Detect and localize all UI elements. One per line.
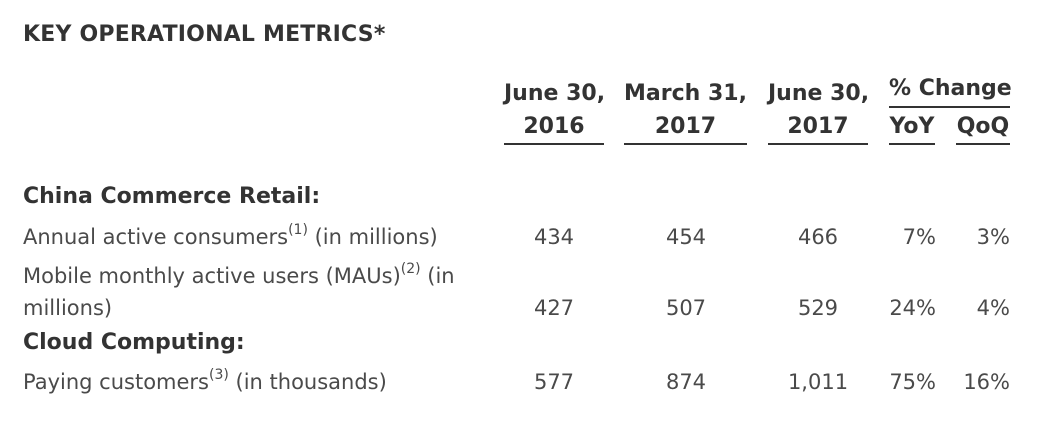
row-label-mobile-maus: Mobile monthly active users (MAUs)(2) (i… [23, 260, 455, 295]
table-cell: 577 [533, 370, 575, 394]
row-label-text: Annual active consumers [23, 225, 289, 249]
table-cell: 466 [797, 225, 839, 249]
table-cell: 529 [797, 296, 839, 320]
table-cell: 1,011 [787, 370, 849, 394]
row-label-text: Paying customers [23, 370, 209, 394]
header-qoq: QoQ [956, 110, 1010, 145]
footnote-marker: (1) [288, 222, 308, 238]
table-cell: 454 [665, 225, 707, 249]
header-underline [956, 143, 1010, 145]
header-june-2016-line2: 2016 [523, 114, 585, 139]
header-march-2017: March 31, 2017 [624, 77, 747, 145]
footnote-marker: (3) [209, 367, 229, 383]
header-qoq-label: QoQ [956, 114, 1010, 139]
row-label-text: Mobile monthly active users (MAUs) [23, 264, 401, 288]
row-label-suffix: (in millions) [307, 225, 438, 249]
header-yoy-label: YoY [889, 114, 935, 139]
header-underline [889, 106, 1010, 108]
table-cell: 507 [665, 296, 707, 320]
header-underline [624, 143, 747, 145]
row-label-suffix: (in thousands) [228, 370, 387, 394]
header-march-2017-line1: March 31, [624, 81, 747, 106]
header-june-2016: June 30, 2016 [504, 77, 606, 145]
report-title: KEY OPERATIONAL METRICS* [23, 22, 386, 47]
table-cell: 434 [533, 225, 575, 249]
section-heading-china-commerce: China Commerce Retail: [23, 184, 321, 209]
header-june-2017-line1: June 30, [768, 81, 870, 106]
header-underline [504, 143, 604, 145]
table-cell: 16% [963, 370, 1010, 394]
header-pct-change: % Change [889, 72, 1012, 108]
row-label-annual-active-consumers: Annual active consumers(1) (in millions) [23, 221, 438, 256]
row-label-mobile-maus-line2: millions) [23, 296, 113, 320]
section-heading-cloud-computing: Cloud Computing: [23, 330, 245, 355]
header-underline [889, 143, 935, 145]
header-june-2017-line2: 2017 [787, 114, 849, 139]
header-june-2017: June 30, 2017 [768, 77, 870, 145]
table-cell: 427 [533, 296, 575, 320]
row-label-suffix: (in [420, 264, 455, 288]
table-cell: 75% [889, 370, 936, 394]
table-cell: 7% [902, 225, 936, 249]
table-cell: 4% [976, 296, 1010, 320]
header-yoy: YoY [889, 110, 935, 145]
footnote-marker: (2) [400, 261, 421, 277]
header-underline [768, 143, 868, 145]
header-june-2016-line1: June 30, [504, 81, 606, 106]
header-march-2017-line2: 2017 [654, 114, 717, 139]
table-cell: 874 [665, 370, 707, 394]
table-cell: 24% [889, 296, 936, 320]
table-cell: 3% [976, 225, 1010, 249]
header-pct-change-label: % Change [889, 76, 1012, 101]
row-label-paying-customers: Paying customers(3) (in thousands) [23, 366, 387, 401]
